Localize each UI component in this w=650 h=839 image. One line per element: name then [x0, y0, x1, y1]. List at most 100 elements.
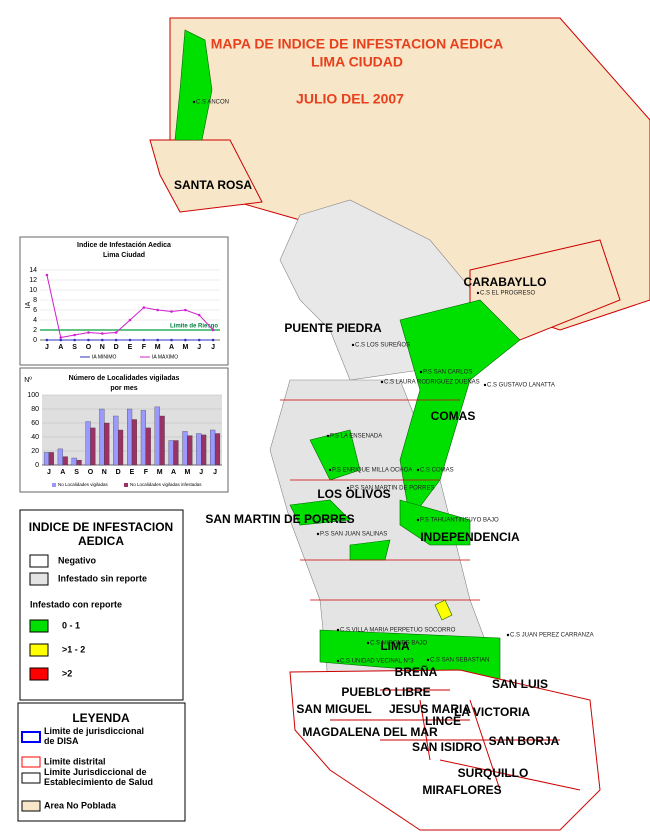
- district-label: SAN ISIDRO: [412, 740, 482, 754]
- x-tick-label: J: [199, 469, 203, 476]
- health-center-label: C.S SAN SEBASTIAN: [430, 658, 489, 664]
- health-center-marker: [380, 380, 384, 384]
- legend-label: 0 - 1: [62, 620, 80, 630]
- ancon-area: [174, 29, 213, 141]
- y-axis-label: Nº: [24, 377, 32, 384]
- data-point: [87, 338, 90, 342]
- health-center-label: C.S COMAS: [420, 468, 454, 474]
- district-label: MAGDALENA DEL MAR: [302, 725, 438, 739]
- district-boundaries: [280, 399, 480, 601]
- health-center-marker: [351, 343, 355, 347]
- data-point: [45, 273, 49, 277]
- legend-label: Negativo: [58, 555, 97, 565]
- data-point: [128, 338, 132, 342]
- health-center-label: C.S LAURA RODRIGUEZ DUEÑAS: [384, 379, 480, 386]
- x-tick-label: A: [171, 469, 176, 476]
- data-point: [197, 338, 201, 342]
- x-tick-label: M: [182, 344, 188, 351]
- legend-title: INDICE DE INFESTACION: [29, 520, 173, 534]
- bar: [173, 440, 179, 466]
- bar: [159, 415, 165, 466]
- x-tick-label: E: [130, 469, 135, 476]
- health-center-label: C.S JUAN PEREZ CARRANZA: [510, 633, 594, 639]
- bar: [90, 427, 96, 466]
- x-tick-label: E: [128, 344, 133, 351]
- district-label: CARABAYLLO: [464, 275, 547, 289]
- bar: [201, 434, 207, 466]
- health-center-label: C.S GUSTAVO LANATTA: [487, 383, 555, 389]
- legend-swatch: [29, 554, 49, 568]
- data-point: [45, 338, 49, 342]
- y-tick-label: 10: [29, 287, 37, 294]
- legend-swatch: [29, 572, 49, 586]
- district-label: SAN BORJA: [489, 734, 560, 748]
- legend-swatch: [21, 800, 41, 812]
- health-center-label: C.S EL PROGRESO: [480, 291, 535, 297]
- district-label: SAN MIGUEL: [296, 702, 371, 716]
- health-center-marker: [476, 291, 480, 295]
- data-point: [142, 306, 146, 309]
- data-point: [73, 338, 76, 342]
- chart-title: Número de Localidades vigiladas: [69, 375, 180, 382]
- legend-swatch: [21, 756, 41, 768]
- y-tick-label: 12: [29, 277, 37, 284]
- data-point: [87, 331, 90, 334]
- x-tick-label: J: [47, 469, 51, 476]
- legend-swatch: [29, 643, 49, 657]
- district-label: LA VICTORIA: [454, 705, 530, 719]
- health-center-label: C.S MIRONES BAJO: [370, 641, 427, 647]
- health-center-label: P.S ENRIQUE MILLA OCHOA: [332, 468, 412, 474]
- bar: [71, 457, 77, 466]
- district-label: JESUS MARIA: [389, 702, 471, 716]
- bar: [76, 459, 82, 466]
- data-point: [59, 336, 63, 339]
- data-point: [184, 338, 187, 342]
- health-center-marker: [419, 370, 423, 374]
- bar: [99, 408, 105, 466]
- health-center-marker: [192, 100, 196, 104]
- bar: [57, 448, 63, 466]
- x-tick-label: D: [114, 344, 119, 351]
- health-center-label: P.S TAHUANTINSUYO BAJO: [420, 518, 499, 524]
- legend-label: Limite de jurisdiccional de DISA: [44, 726, 144, 746]
- health-center-marker: [366, 641, 370, 645]
- x-tick-label: J: [211, 344, 215, 351]
- y-tick-label: 60: [31, 420, 39, 427]
- health-center-marker: [336, 659, 340, 663]
- district-label: LIMA: [380, 639, 410, 653]
- data-point: [142, 338, 146, 342]
- health-center-marker: [346, 486, 350, 490]
- y-tick-label: 0: [33, 337, 37, 344]
- health-center-marker: [426, 658, 430, 662]
- district-label: MIRAFLORES: [422, 783, 501, 797]
- health-center-marker: [326, 434, 330, 438]
- data-point: [211, 328, 215, 332]
- health-center-marker: [416, 518, 420, 522]
- legend-title: LEYENDA: [72, 711, 130, 725]
- bar: [85, 421, 91, 466]
- data-point: [101, 332, 104, 335]
- legend-limits-box: [17, 702, 186, 822]
- district-label: SAN MARTIN DE PORRES: [205, 512, 354, 526]
- health-center-marker: [416, 468, 420, 472]
- bar: [43, 452, 50, 466]
- health-center-label: P.S LA ENSENADA: [330, 434, 382, 440]
- map-shapes: [149, 17, 650, 831]
- health-center-label: C.S UNIDAD VECINAL N°3: [340, 659, 414, 665]
- district-label: COMAS: [431, 409, 476, 423]
- data-point: [211, 338, 215, 342]
- legend-label: Infestado sin reporte: [58, 573, 147, 583]
- legend-swatch: [29, 667, 49, 681]
- legend-label: Infestado con reporte: [30, 599, 122, 609]
- legend-label: Area No Poblada: [44, 800, 117, 810]
- data-point: [184, 308, 187, 312]
- x-tick-label: N: [102, 469, 107, 476]
- legend-label: Limite distrital: [44, 756, 106, 766]
- x-tick-label: J: [213, 469, 217, 476]
- bar: [182, 431, 188, 466]
- bar: [154, 406, 160, 466]
- data-point: [170, 310, 173, 313]
- legend-label: No Localidades vigiladas infestadas: [130, 482, 202, 487]
- chart-title: por mes: [110, 385, 137, 392]
